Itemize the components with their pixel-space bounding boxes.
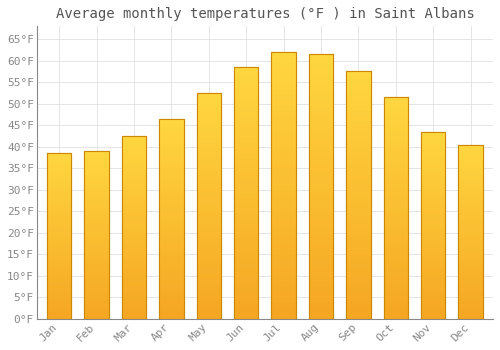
Bar bbox=[458, 145, 483, 319]
Bar bbox=[272, 52, 295, 319]
Bar bbox=[309, 54, 333, 319]
Bar bbox=[159, 119, 184, 319]
Bar bbox=[458, 145, 483, 319]
Bar bbox=[309, 54, 333, 319]
Bar bbox=[346, 71, 370, 319]
Bar bbox=[421, 132, 446, 319]
Bar bbox=[384, 97, 408, 319]
Bar bbox=[196, 93, 221, 319]
Bar bbox=[234, 67, 258, 319]
Bar bbox=[159, 119, 184, 319]
Bar bbox=[47, 153, 72, 319]
Bar bbox=[122, 136, 146, 319]
Bar bbox=[47, 153, 72, 319]
Bar bbox=[84, 151, 108, 319]
Title: Average monthly temperatures (°F ) in Saint Albans: Average monthly temperatures (°F ) in Sa… bbox=[56, 7, 474, 21]
Bar bbox=[122, 136, 146, 319]
Bar bbox=[234, 67, 258, 319]
Bar bbox=[84, 151, 108, 319]
Bar bbox=[346, 71, 370, 319]
Bar bbox=[384, 97, 408, 319]
Bar bbox=[272, 52, 295, 319]
Bar bbox=[196, 93, 221, 319]
Bar bbox=[421, 132, 446, 319]
